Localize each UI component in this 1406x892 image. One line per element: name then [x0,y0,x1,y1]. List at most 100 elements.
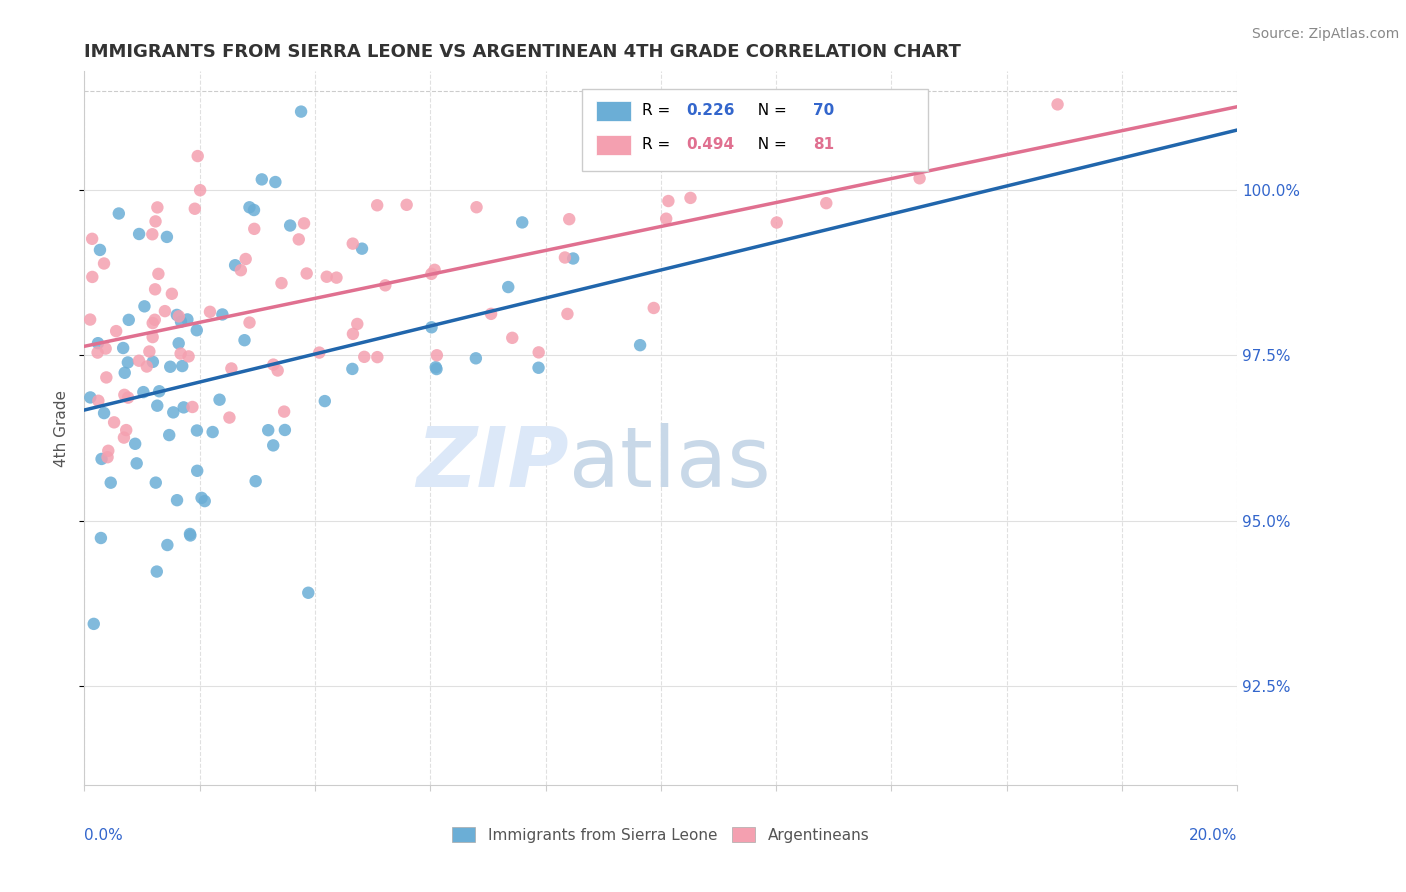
Point [184,202,207,216]
Point [138,344,160,359]
Point [278,219,301,233]
Point [176,312,198,326]
Point [117,391,139,405]
Point [479,307,502,321]
Point [366,198,388,212]
Point [118,313,141,327]
Point [366,350,388,364]
Point [554,251,576,265]
Point [292,216,315,230]
Point [188,183,211,197]
Text: 0.0%: 0.0% [84,828,124,843]
Point [187,149,209,163]
Point [142,355,165,369]
Text: 81: 81 [813,137,834,153]
Point [135,359,157,374]
Point [501,331,523,345]
Point [103,415,125,429]
Point [162,405,184,419]
Point [350,242,373,256]
Point [186,424,208,438]
Point [308,345,330,359]
Bar [596,135,631,155]
Point [270,276,292,290]
Point [208,392,231,407]
Point [167,310,190,324]
Y-axis label: 4th Grade: 4th Grade [53,390,69,467]
Point [245,474,267,488]
Point [264,175,287,189]
Point [96,370,118,384]
Point [266,363,288,377]
Point [93,406,115,420]
Point [105,324,128,338]
Point [89,243,111,257]
Point [243,202,266,217]
Point [325,270,347,285]
Point [643,301,665,315]
Point [166,493,188,508]
Point [97,443,120,458]
Point [218,410,240,425]
Text: N =: N = [748,103,792,118]
Point [679,191,702,205]
Point [112,431,135,445]
Point [425,362,447,376]
Point [628,338,651,352]
Point [173,401,195,415]
Point [562,252,585,266]
Point [145,214,167,228]
Point [132,385,155,400]
Point [423,262,446,277]
Point [765,215,787,229]
Point [233,333,256,347]
Point [141,227,163,242]
Point [297,586,319,600]
Point [82,269,104,284]
Point [186,323,208,337]
Text: 70: 70 [813,103,834,118]
Point [426,348,449,362]
Point [496,280,519,294]
Legend: Immigrants from Sierra Leone, Argentineans: Immigrants from Sierra Leone, Argentinea… [446,821,876,848]
Point [82,232,104,246]
Point [224,258,246,272]
Point [166,308,188,322]
Point [262,438,284,452]
Point [167,336,190,351]
Point [908,171,931,186]
Point [527,360,550,375]
Text: 20.0%: 20.0% [1189,828,1237,843]
Point [83,616,105,631]
Point [86,345,108,359]
Point [148,384,170,399]
Point [190,491,212,505]
Point [145,475,167,490]
Text: 0.226: 0.226 [686,103,735,118]
Point [262,358,284,372]
Point [115,423,138,437]
Text: 0.494: 0.494 [686,137,734,153]
Point [172,359,194,373]
Point [143,282,166,296]
Point [342,326,364,341]
Point [170,315,193,329]
Point [128,227,150,241]
Point [87,393,110,408]
Point [287,232,309,246]
Point [179,527,201,541]
Point [142,330,165,344]
Point [420,320,443,334]
Point [146,565,169,579]
Point [510,215,533,229]
Point [87,336,110,351]
Point [94,342,117,356]
Point [159,359,181,374]
Text: atlas: atlas [568,424,770,504]
Point [125,456,148,470]
Point [211,308,233,322]
Text: IMMIGRANTS FROM SIERRA LEONE VS ARGENTINEAN 4TH GRADE CORRELATION CHART: IMMIGRANTS FROM SIERRA LEONE VS ARGENTIN… [84,44,962,62]
Point [179,528,201,542]
Point [112,341,135,355]
Point [353,350,375,364]
